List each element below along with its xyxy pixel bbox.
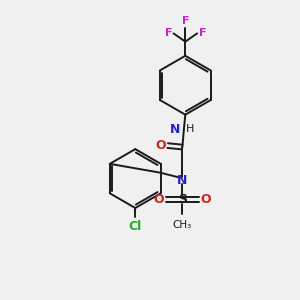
Text: H: H <box>186 124 195 134</box>
Text: N: N <box>170 123 180 136</box>
Text: CH₃: CH₃ <box>173 220 192 230</box>
Text: F: F <box>165 28 172 38</box>
Text: Cl: Cl <box>129 220 142 233</box>
Text: O: O <box>200 193 211 206</box>
Text: F: F <box>182 16 189 26</box>
Text: N: N <box>177 173 188 187</box>
Text: O: O <box>154 193 164 206</box>
Text: O: O <box>155 139 166 152</box>
Text: S: S <box>178 193 187 206</box>
Text: F: F <box>199 28 206 38</box>
